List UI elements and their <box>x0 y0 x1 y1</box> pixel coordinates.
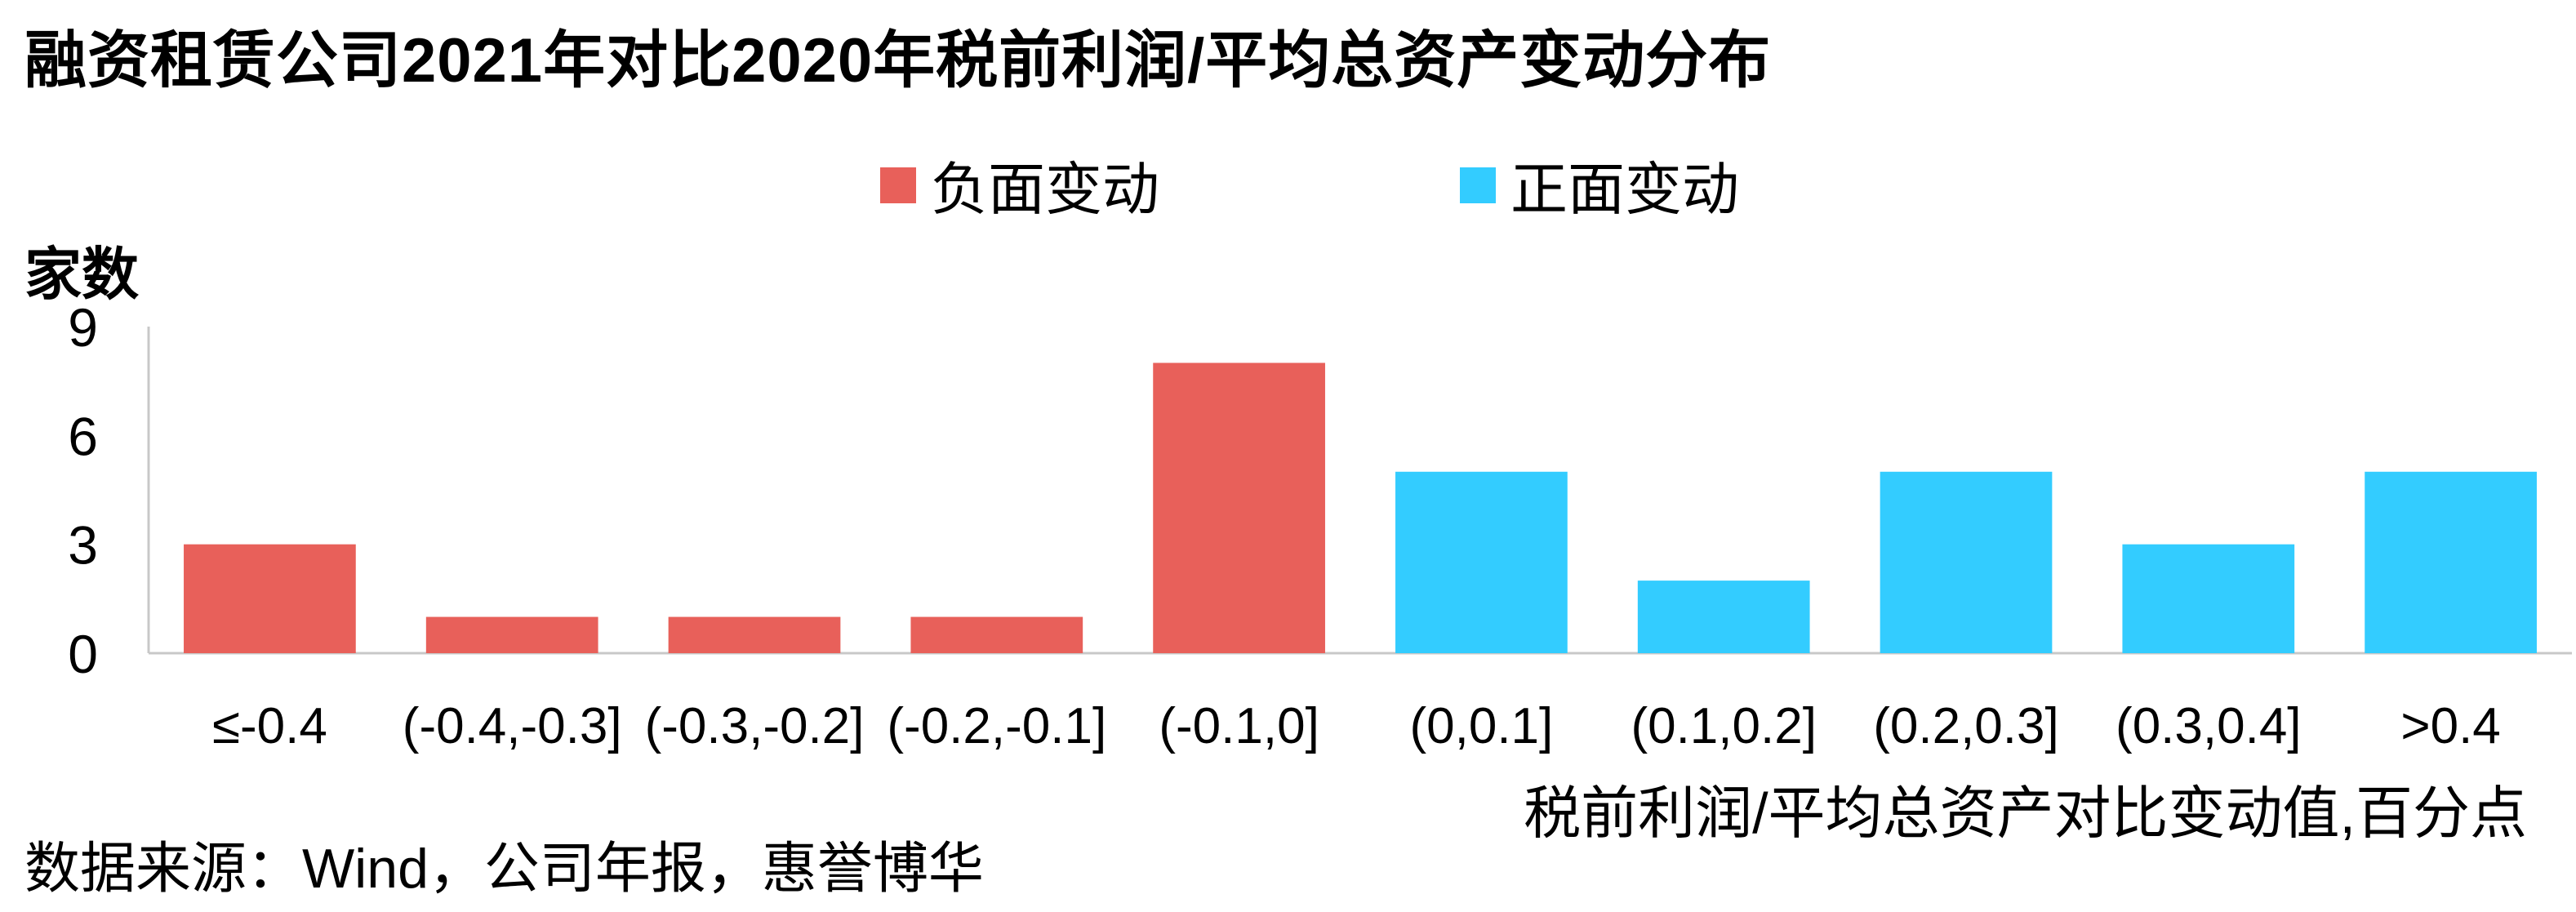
bar-positive <box>2122 544 2295 653</box>
chart-title: 融资租赁公司2021年对比2020年税前利润/平均总资产变动分布 <box>24 26 1772 96</box>
x-tick-label: (0.2,0.3] <box>1873 698 2058 754</box>
x-tick-label: (-0.2,-0.1] <box>887 698 1106 754</box>
y-tick-label: 6 <box>68 406 98 466</box>
source-note: 数据来源：Wind，公司年报，惠誉博华 <box>24 838 984 900</box>
bar-positive <box>1637 581 1810 653</box>
legend-swatch-negative <box>880 167 916 203</box>
x-tick-label: (-0.1,0] <box>1159 698 1319 754</box>
legend-item-positive: 正面变动 <box>1460 144 1739 226</box>
x-axis-label: 税前利润/平均总资产对比变动值,百分点 <box>1524 781 2527 845</box>
y-tick-label: 3 <box>68 515 98 576</box>
bar-negative <box>668 616 841 653</box>
x-tick-label: (-0.4,-0.3] <box>403 698 622 754</box>
legend-label-positive: 正面变动 <box>1510 158 1739 221</box>
legend-label-negative: 负面变动 <box>931 158 1159 221</box>
x-tick-label: ≤-0.4 <box>212 698 327 754</box>
x-tick-label: (0,0.1] <box>1410 698 1554 754</box>
x-tick-label: (0.3,0.4] <box>2116 698 2301 754</box>
y-axis-label: 家数 <box>24 242 139 306</box>
bar-positive <box>1395 471 1568 653</box>
bar-positive <box>1880 471 2053 653</box>
x-tick-label: >0.4 <box>2400 698 2500 754</box>
y-tick-label: 0 <box>68 624 98 684</box>
legend-item-negative: 负面变动 <box>880 144 1159 226</box>
bar-negative <box>184 544 356 653</box>
x-tick-label: (-0.3,-0.2] <box>645 698 865 754</box>
legend-swatch-positive <box>1460 167 1496 203</box>
bar-negative <box>425 616 598 653</box>
x-tick-label: (0.1,0.2] <box>1631 698 1816 754</box>
bar-negative <box>1153 363 1325 653</box>
bar-negative <box>910 616 1083 653</box>
bar-positive <box>2365 471 2537 653</box>
y-tick-label: 9 <box>68 297 98 358</box>
